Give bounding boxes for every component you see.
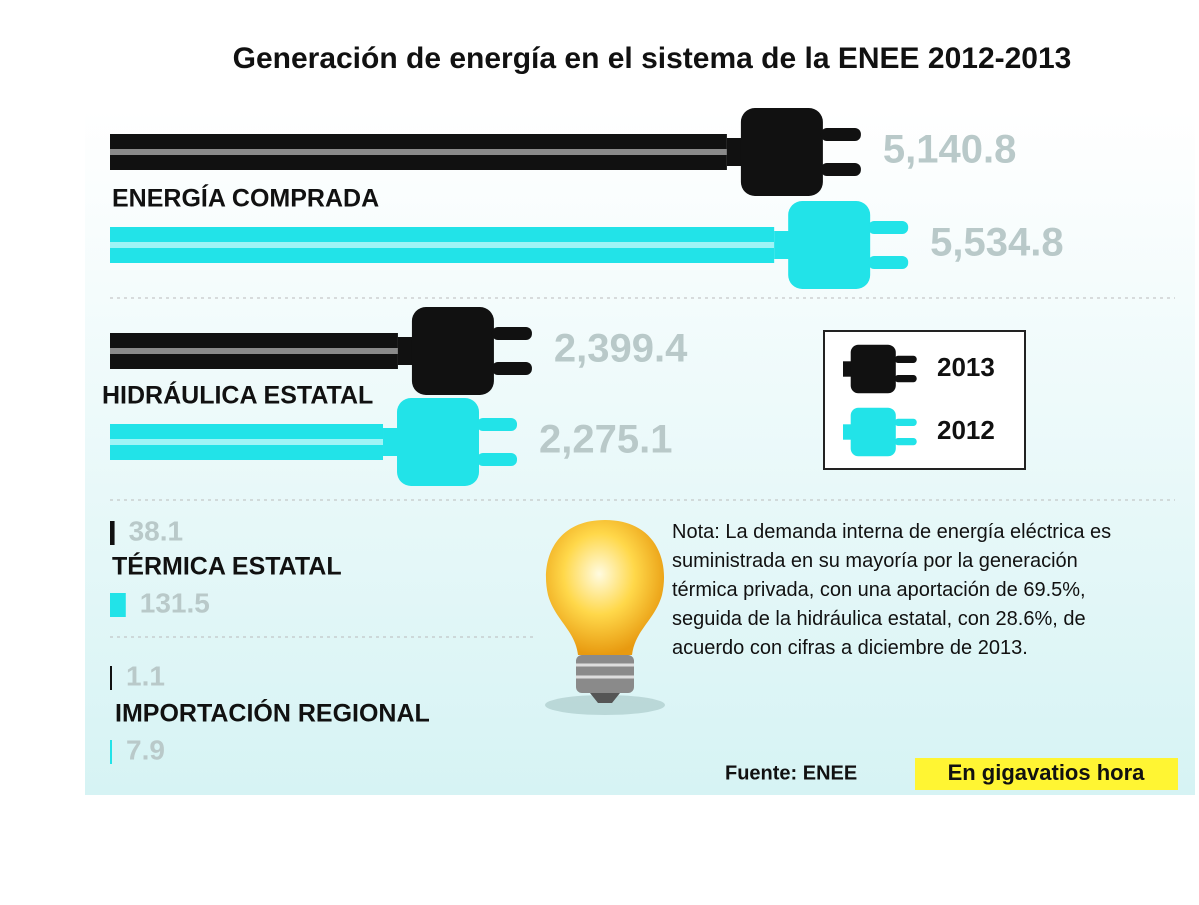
plug-collar xyxy=(383,428,400,456)
unit-highlight xyxy=(915,758,1178,790)
plug-collar xyxy=(774,231,791,259)
bar-stripe xyxy=(110,242,775,248)
plug-body xyxy=(397,398,480,486)
plug-prong xyxy=(477,453,518,466)
plug-prong xyxy=(820,128,861,141)
category-label: HIDRÁULICA ESTATAL xyxy=(102,381,373,410)
plug-prong xyxy=(894,418,917,426)
plug-prong xyxy=(491,362,532,375)
plug-body xyxy=(740,108,823,196)
chart-title: Generación de energía en el sistema de l… xyxy=(233,42,1072,75)
value-label: 7.9 xyxy=(126,734,165,765)
plug-prong xyxy=(477,418,518,431)
legend-swatch xyxy=(843,344,917,394)
category-label: ENERGÍA COMPRADA xyxy=(112,184,379,213)
category-label: TÉRMICA ESTATAL xyxy=(112,552,342,581)
value-label: 2,399.4 xyxy=(554,327,688,371)
plug-prong xyxy=(894,438,917,446)
plug-prong xyxy=(894,355,917,363)
plug xyxy=(383,398,518,486)
plug xyxy=(726,108,861,196)
legend-label: 2013 xyxy=(937,352,995,382)
plug xyxy=(397,307,532,395)
light-bulb xyxy=(545,520,665,715)
plug-collar xyxy=(843,424,852,440)
value-label: 131.5 xyxy=(140,587,210,618)
plug-body xyxy=(411,307,494,395)
legend-swatch xyxy=(843,407,917,457)
bar-stripe xyxy=(110,348,398,354)
plug-collar xyxy=(397,337,414,365)
note: Nota: La demanda interna de energía eléc… xyxy=(672,521,1112,659)
plug-body xyxy=(788,201,871,289)
value-label: 1.1 xyxy=(126,660,165,691)
plug-prong xyxy=(491,327,532,340)
plug-collar xyxy=(726,138,743,166)
bar xyxy=(110,666,112,690)
value-label: 5,534.8 xyxy=(930,221,1063,265)
legend-label: 2012 xyxy=(937,415,995,445)
plug-prong xyxy=(868,221,909,234)
plug-body xyxy=(850,344,896,394)
source: Fuente: ENEE xyxy=(725,762,857,784)
value-label: 2,275.1 xyxy=(539,418,672,462)
plug-prong xyxy=(820,163,861,176)
category-label: IMPORTACIÓN REGIONAL xyxy=(115,698,430,728)
plug-body xyxy=(850,407,896,457)
bar-stripe xyxy=(110,439,384,445)
value-label: 5,140.8 xyxy=(883,128,1016,172)
bar xyxy=(110,593,126,617)
plug-prong xyxy=(894,375,917,383)
unit: En gigavatios hora xyxy=(948,760,1146,785)
value-label: 38.1 xyxy=(129,515,184,546)
bar xyxy=(110,521,115,545)
plug xyxy=(774,201,909,289)
bar-stripe xyxy=(110,149,727,155)
plug-collar xyxy=(843,361,852,377)
plug-prong xyxy=(868,256,909,269)
bar xyxy=(110,740,112,764)
